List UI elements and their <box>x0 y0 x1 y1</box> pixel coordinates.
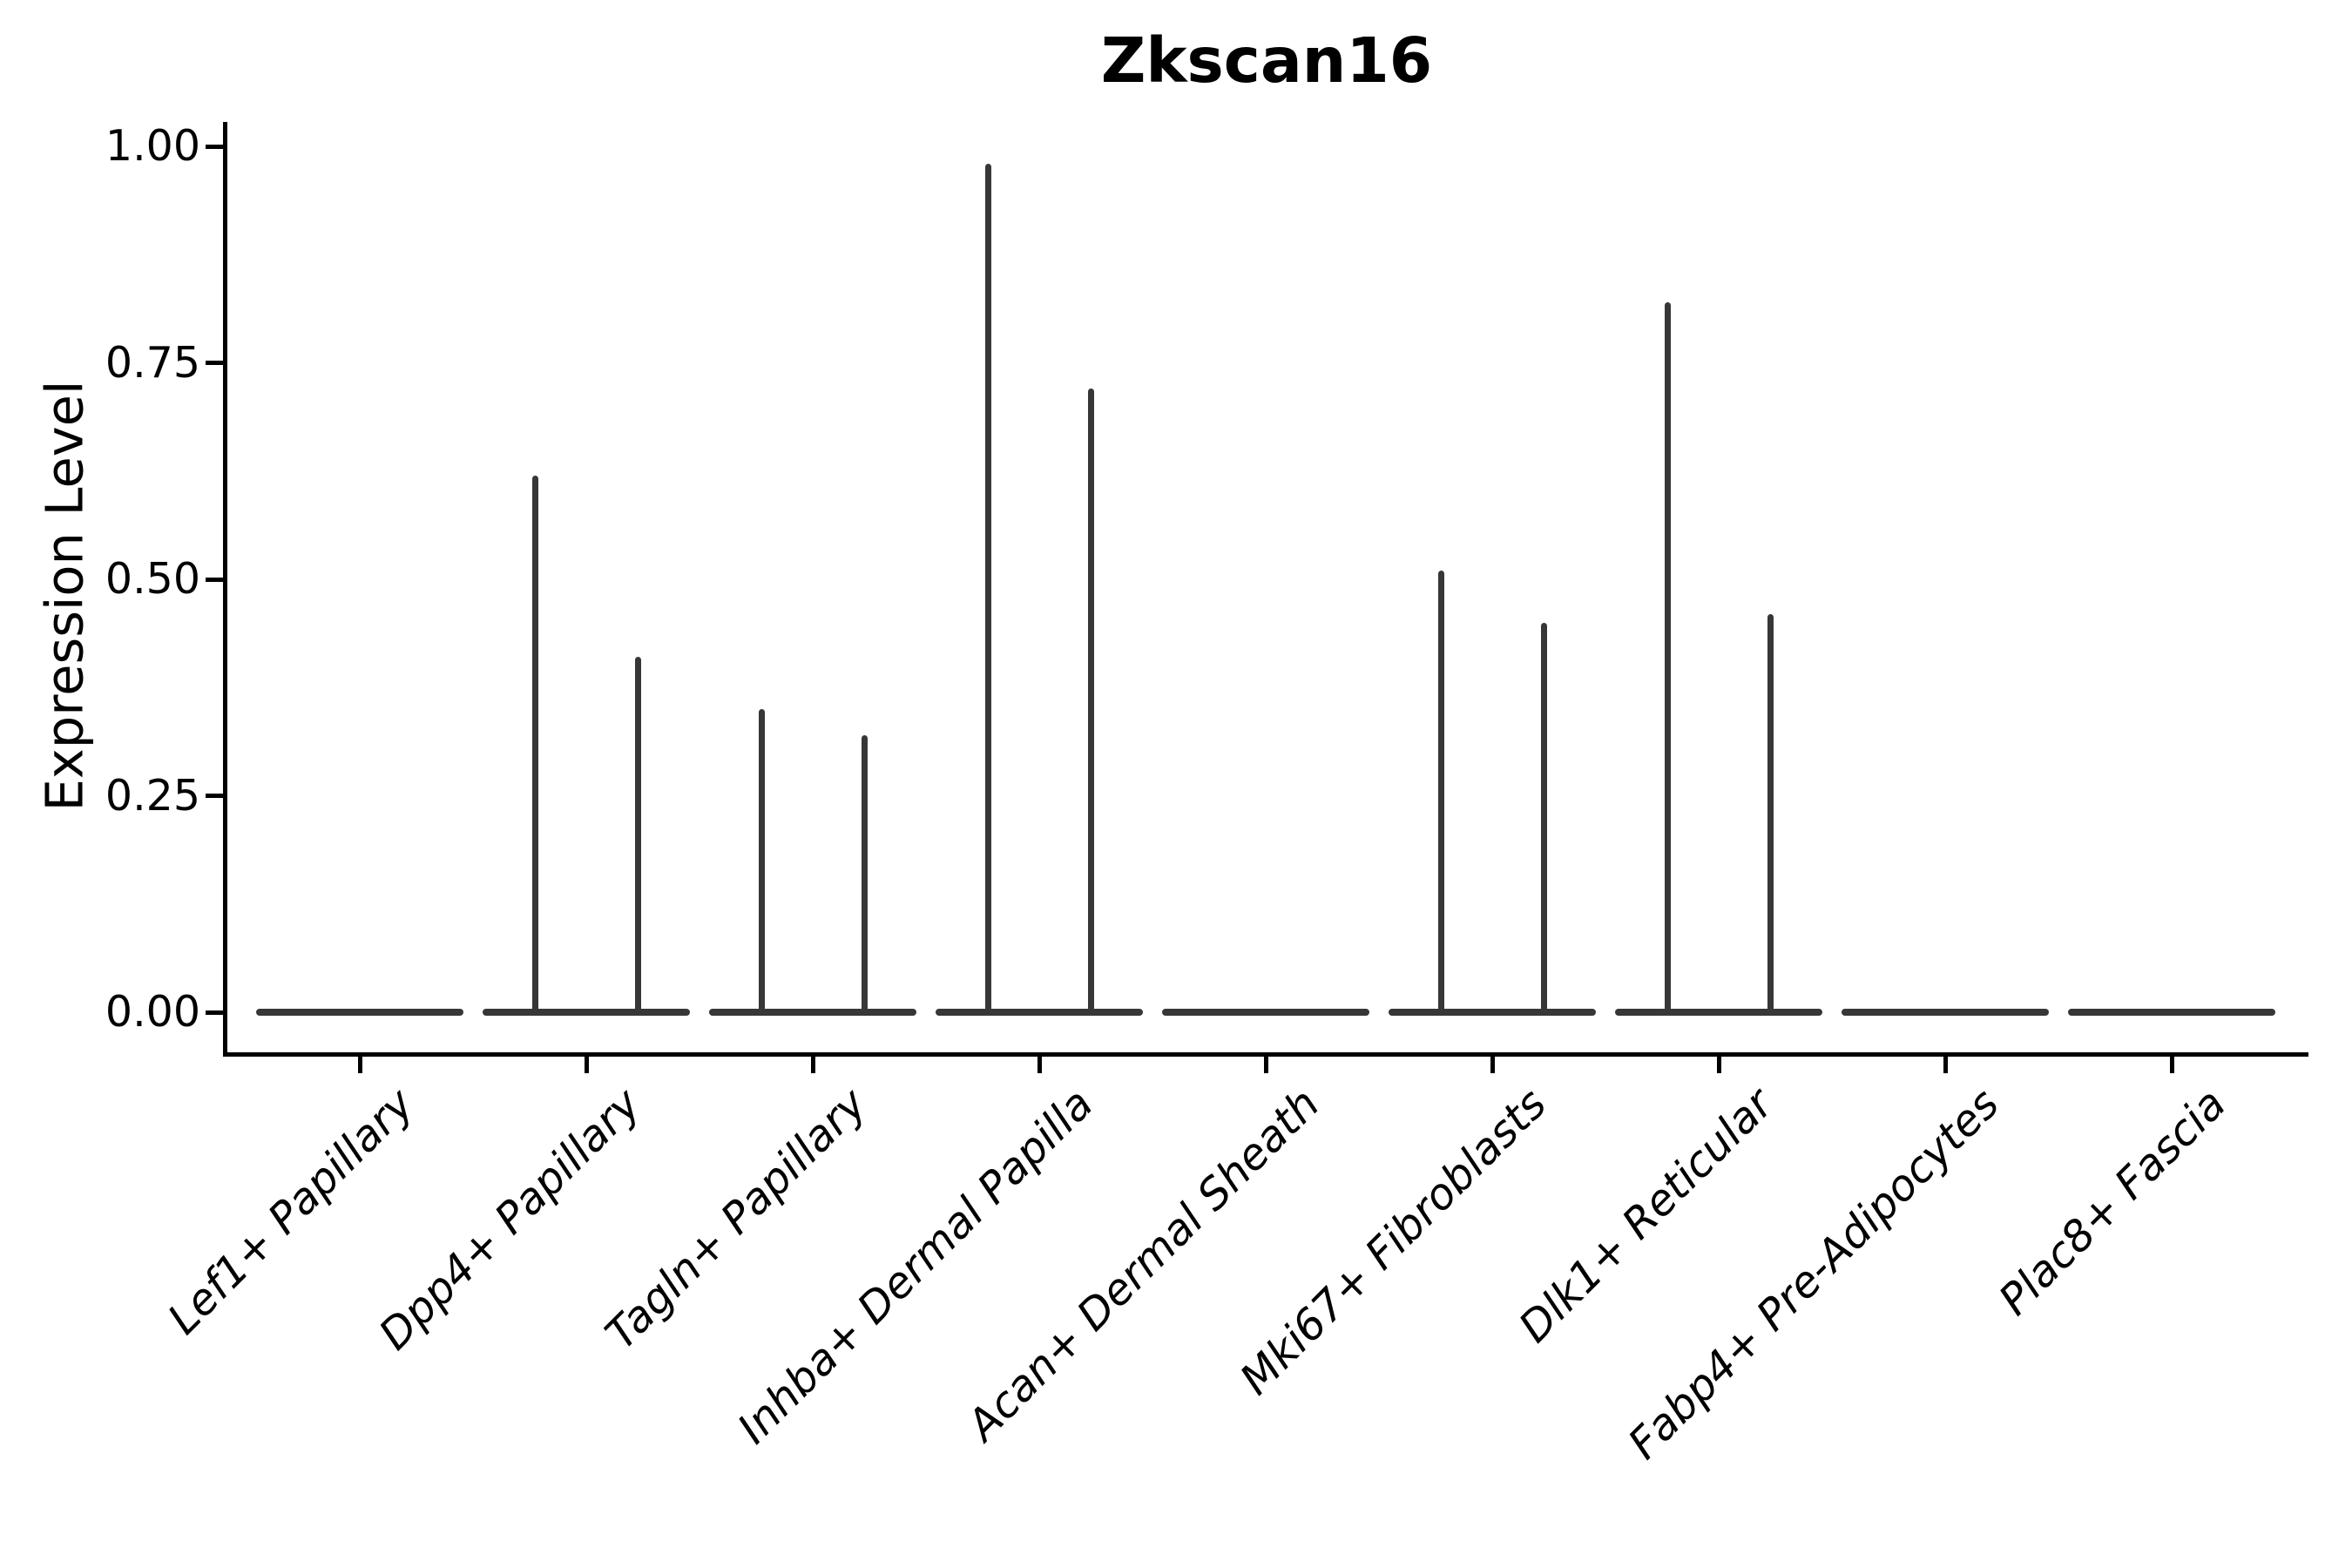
violin-baseline <box>709 1009 916 1016</box>
x-tick-label: Fabp4+ Pre-Adipocytes <box>1619 1078 2009 1470</box>
y-tick-mark <box>206 144 225 149</box>
violin-spike <box>634 657 641 1016</box>
y-axis-line <box>223 122 227 1057</box>
y-tick-mark <box>206 794 225 798</box>
x-tick-mark <box>1037 1054 1042 1073</box>
violin-spike <box>1087 389 1094 1016</box>
x-tick-mark <box>1490 1054 1495 1073</box>
y-tick-label: 0.25 <box>105 770 200 821</box>
violin-baseline <box>1615 1009 1822 1016</box>
x-tick-mark <box>1263 1054 1268 1073</box>
y-tick-mark <box>206 577 225 582</box>
y-tick-mark <box>206 1010 225 1015</box>
violin-baseline <box>483 1009 690 1016</box>
x-tick-mark <box>584 1054 589 1073</box>
x-tick-mark <box>2169 1054 2174 1073</box>
violin-spike <box>1767 613 1774 1016</box>
violin-spike <box>758 709 765 1016</box>
chart-title: Zkscan16 <box>1100 24 1433 97</box>
violin-spike <box>984 163 991 1016</box>
violin-spike <box>861 734 868 1016</box>
y-tick-label: 0.00 <box>105 987 200 1037</box>
violin-spike <box>1664 301 1671 1016</box>
violin-spike <box>1540 622 1547 1016</box>
y-tick-label: 1.00 <box>105 121 200 171</box>
violin-baseline <box>1842 1009 2049 1016</box>
violin-spike <box>531 475 538 1016</box>
violin-baseline <box>1162 1009 1369 1016</box>
x-tick-mark <box>1943 1054 1948 1073</box>
violin-baseline <box>1389 1009 1596 1016</box>
x-tick-mark <box>357 1054 362 1073</box>
y-tick-label: 0.50 <box>105 554 200 604</box>
x-tick-mark <box>1716 1054 1721 1073</box>
violin-baseline <box>256 1009 463 1016</box>
x-tick-label: Plac8+ Fascia <box>1989 1078 2235 1325</box>
y-tick-mark <box>206 361 225 365</box>
violin-spike <box>1437 571 1444 1016</box>
x-tick-label: Lef1+ Papillary <box>158 1078 423 1344</box>
violin-baseline <box>936 1009 1143 1016</box>
y-tick-label: 0.75 <box>105 337 200 388</box>
x-tick-mark <box>810 1054 815 1073</box>
violin-baseline <box>2068 1009 2275 1016</box>
